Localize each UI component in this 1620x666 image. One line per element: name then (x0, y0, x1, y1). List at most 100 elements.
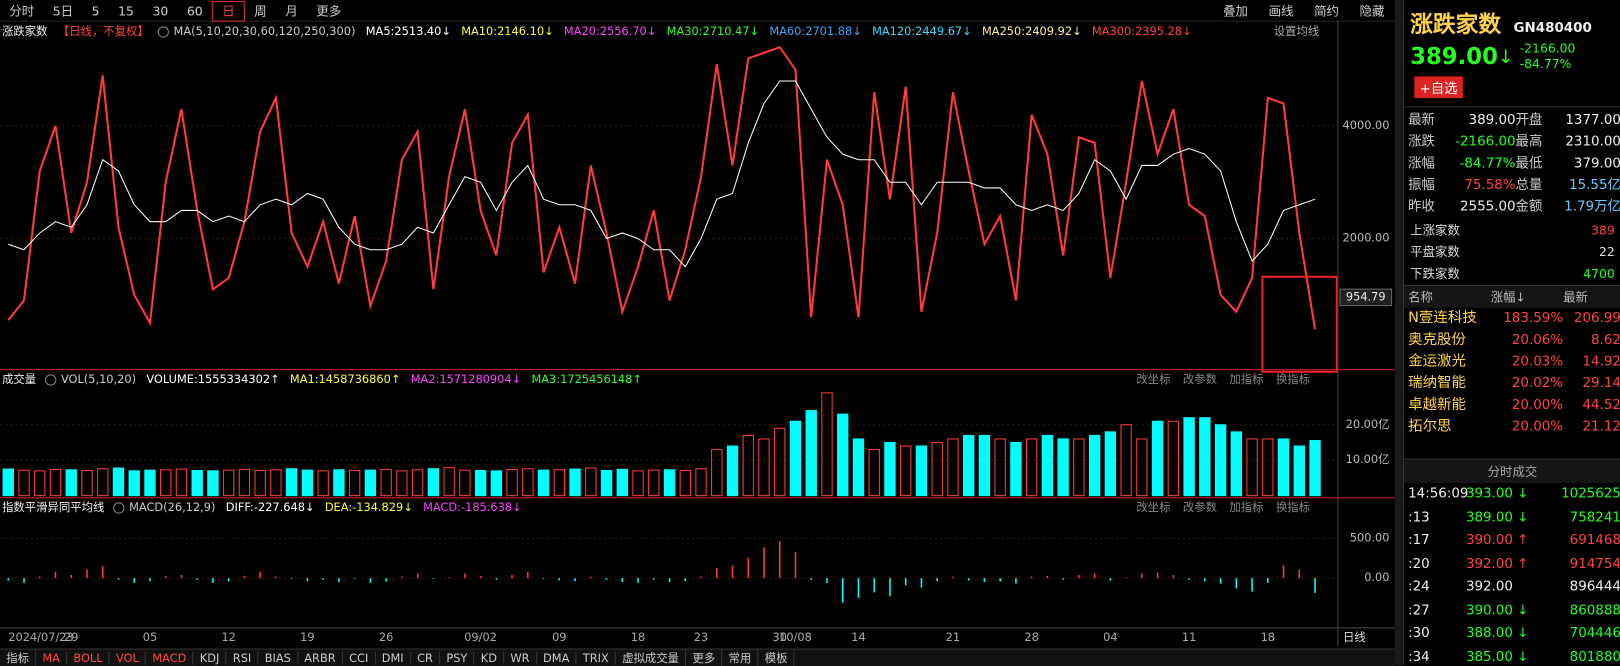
period-tab[interactable]: 30 (152, 3, 169, 19)
indicator-tab[interactable]: CCI (343, 651, 376, 665)
breadth-row: 平盘家数 22 (1404, 242, 1620, 264)
indicator-tab[interactable]: KD (475, 651, 505, 665)
legend-item: MA20:2556.70↓ (564, 24, 656, 38)
indicator-tab[interactable]: VOL (110, 651, 147, 665)
list-cell: 20.00% (1511, 397, 1564, 414)
period-tab[interactable]: 5日 (52, 3, 73, 19)
indicator-tab[interactable]: MACD (146, 651, 194, 665)
volume-bar (600, 469, 613, 497)
list-cell[interactable]: 拓尔思 (1408, 418, 1452, 435)
change: -2166.00 (1519, 41, 1576, 56)
tick-cell: 801880 (1569, 648, 1620, 665)
list-cell: 20.02% (1511, 375, 1564, 392)
x-tick-label: 14 (851, 630, 865, 644)
indicator-tab[interactable]: TRIX (577, 651, 617, 665)
indicator-tab[interactable]: 虚拟成交量 (616, 649, 687, 666)
period-tab[interactable]: 60 (186, 3, 203, 19)
x-tick-label: 09 (552, 630, 566, 644)
period-tab[interactable]: 周 (254, 3, 267, 19)
indicator-tab[interactable]: DMA (537, 651, 577, 665)
legend-item: MACD:-185.638↓ (423, 500, 521, 514)
price-row: 389.00 ↓ -2166.00 -84.77% (1404, 39, 1620, 74)
quote-value: 1377.00 (1565, 112, 1620, 129)
tool-button[interactable]: 隐藏 (1359, 3, 1385, 19)
y-tick-label: 0.00 (1364, 570, 1389, 584)
breadth-value: 4700 (1583, 266, 1615, 281)
volume-bar (679, 469, 691, 497)
indicator-tab[interactable]: DMI (376, 651, 411, 665)
volume-bar (632, 470, 644, 497)
volume-bar (537, 469, 550, 497)
price-arrow: ↓ (1497, 45, 1514, 68)
period-tab[interactable]: 15 (118, 3, 134, 19)
volume-bar (112, 467, 125, 497)
volume-bar (648, 469, 660, 497)
tool-button[interactable]: 画线 (1268, 3, 1294, 19)
period-tab[interactable]: 更多 (316, 3, 342, 19)
indicator-tab[interactable]: 模板 (759, 649, 795, 666)
legend-item: MA60:2701.88↓ (769, 24, 861, 38)
list-cell[interactable]: 金运激光 (1408, 353, 1466, 370)
list-cell[interactable]: 瑞纳智能 (1408, 374, 1466, 392)
indicator-tab[interactable]: BOLL (67, 651, 110, 665)
period-tab[interactable]: 5 (91, 3, 100, 19)
volume-bar (978, 434, 991, 497)
period-tab[interactable]: 分时 (9, 3, 35, 19)
stock-name: 涨跌家数 (1410, 12, 1502, 39)
legend-item: MA3:1725456148↑ (531, 372, 641, 386)
indicator-tab[interactable]: 常用 (722, 649, 759, 666)
scrollbar (1394, 0, 1403, 665)
quote-value: 389.00 (1468, 112, 1516, 129)
indicator-tab[interactable]: ARBR (298, 651, 343, 665)
volume-bar (884, 441, 896, 497)
volume-bar (97, 468, 109, 497)
legend-item: DEA:-134.829↓ (325, 500, 413, 514)
volume-bar (758, 438, 770, 497)
legend-item: MA1:1458736860↑ (290, 372, 400, 386)
bottom-tabs: 指标 MA BOLL VOL MACD KDJ RSI BIAS ARBR CCI DMI CR PSY… (0, 648, 1395, 666)
quote-label: 涨跌 (1408, 134, 1435, 150)
indicator-tab[interactable]: MA (36, 651, 68, 665)
list-cell[interactable]: 奥克股份 (1408, 331, 1466, 348)
list-cell[interactable]: 卓越新能 (1408, 396, 1466, 414)
volume-bar (18, 469, 30, 497)
indicator-tab[interactable]: WR (504, 651, 537, 665)
tool-button[interactable]: 叠加 (1223, 3, 1248, 19)
tick-cell: 914754 (1569, 556, 1620, 572)
indicator-tab[interactable]: BIAS (259, 651, 299, 665)
price: 389.00 (1410, 43, 1498, 70)
indicator-tab[interactable]: PSY (440, 651, 475, 665)
tool-button[interactable]: 简约 (1314, 3, 1339, 19)
indicator-tab[interactable]: CR (411, 651, 441, 665)
breadth-row: 上涨家数 389 (1404, 220, 1620, 242)
y-tick-label: 500.00 (1350, 531, 1390, 545)
quote-label: 最低 (1515, 155, 1543, 172)
volume-bar (34, 470, 46, 497)
tick-cell: 896444 (1569, 579, 1620, 595)
list-cell[interactable]: N壹连科技 (1408, 309, 1477, 327)
legend-item: MA120:2449.67↓ (872, 24, 972, 38)
panel-button: 改参数 (1183, 372, 1218, 386)
legend-item: DIFF:-227.648↓ (226, 500, 315, 514)
quote-value: 75.58% (1464, 177, 1516, 194)
volume-bar (931, 441, 943, 497)
add-button[interactable]: +自选 (1414, 76, 1463, 99)
volume-bar (380, 468, 392, 497)
indicator-tab[interactable]: 指标 (0, 649, 37, 666)
add-row: +自选 (1404, 74, 1620, 100)
indicator-tab[interactable]: KDJ (194, 651, 227, 665)
volume-bar (962, 434, 975, 497)
indicator-tab[interactable]: RSI (227, 651, 259, 665)
period-tab[interactable]: 日 (211, 0, 246, 22)
panel-button: 改坐标 (1136, 372, 1170, 386)
x-tick-label: 29 (64, 630, 78, 644)
x-tick-label: 2024/07/23 (8, 630, 74, 644)
breadth-row: 下跌家数 4700 (1404, 263, 1620, 285)
period-tab[interactable]: 月 (285, 3, 298, 19)
volume-bar (396, 470, 408, 497)
volume-bar (1073, 438, 1085, 497)
x-tick-label: 09/02 (464, 630, 497, 644)
tick-cell: 390.00 ↓ (1465, 602, 1529, 619)
x-tick-label: 04 (1103, 630, 1117, 644)
indicator-tab[interactable]: 更多 (686, 649, 723, 666)
